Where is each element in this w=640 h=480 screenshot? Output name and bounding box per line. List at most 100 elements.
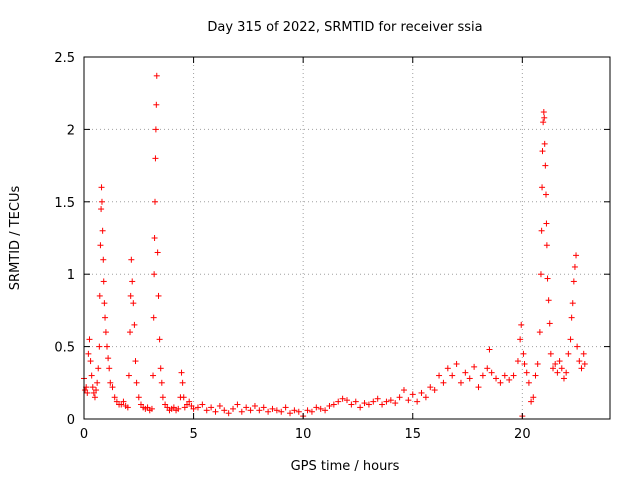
data-point — [576, 358, 583, 365]
data-point — [374, 395, 381, 402]
y-tick-label: 0.5 — [54, 341, 75, 356]
data-point — [348, 401, 355, 408]
data-point — [225, 410, 232, 417]
data-point — [457, 379, 464, 386]
data-point — [120, 398, 127, 405]
data-point — [514, 358, 521, 365]
data-point — [580, 350, 587, 357]
data-point — [357, 404, 364, 411]
data-point — [534, 360, 541, 367]
data-point — [194, 404, 201, 411]
data-point — [525, 379, 532, 386]
data-point — [94, 379, 101, 386]
data-point — [510, 372, 517, 379]
data-point — [282, 404, 289, 411]
data-point — [104, 343, 111, 350]
data-point — [91, 394, 98, 401]
data-point — [180, 394, 187, 401]
data-point — [97, 242, 104, 249]
data-point — [151, 271, 158, 278]
x-tick-label: 10 — [295, 427, 312, 442]
data-point — [106, 365, 113, 372]
data-point — [497, 379, 504, 386]
data-point — [96, 343, 103, 350]
data-point — [247, 407, 254, 414]
data-point — [127, 292, 134, 299]
data-point — [335, 398, 342, 405]
data-point — [129, 278, 136, 285]
data-point — [542, 162, 549, 169]
data-point — [520, 350, 527, 357]
data-point — [105, 355, 112, 362]
data-point — [462, 369, 469, 376]
data-point — [208, 404, 215, 411]
data-point — [251, 402, 258, 409]
chart-title: Day 315 of 2022, SRMTID for receiver ssi… — [207, 20, 482, 35]
data-point — [578, 365, 585, 372]
data-point — [392, 400, 399, 407]
data-point — [125, 372, 132, 379]
data-point — [175, 405, 182, 412]
data-point — [124, 404, 131, 411]
data-point — [453, 360, 460, 367]
data-point — [550, 365, 557, 372]
data-point — [238, 408, 245, 415]
data-point — [133, 379, 140, 386]
data-point — [178, 369, 185, 376]
data-point — [521, 360, 528, 367]
data-point — [567, 336, 574, 343]
data-point — [107, 379, 114, 386]
data-point — [352, 398, 359, 405]
data-point — [158, 379, 165, 386]
data-point — [339, 395, 346, 402]
x-tick-label: 0 — [80, 427, 88, 442]
data-point — [159, 394, 166, 401]
data-point — [569, 300, 576, 307]
data-point — [422, 394, 429, 401]
data-point — [96, 292, 103, 299]
data-point — [552, 360, 559, 367]
data-point — [130, 300, 137, 307]
data-marks — [81, 72, 588, 420]
data-point — [128, 256, 135, 263]
data-point — [431, 387, 438, 394]
data-point — [539, 148, 546, 155]
data-point — [546, 320, 553, 327]
data-point — [203, 407, 210, 414]
data-point — [152, 155, 159, 162]
data-point — [313, 404, 320, 411]
data-point — [540, 109, 547, 116]
data-point — [449, 372, 456, 379]
data-point — [127, 329, 134, 336]
data-point — [84, 389, 91, 396]
data-point — [543, 220, 550, 227]
data-point — [506, 376, 513, 383]
data-point — [148, 405, 155, 412]
data-point — [287, 410, 294, 417]
data-point — [135, 394, 142, 401]
data-point — [536, 329, 543, 336]
data-point — [543, 191, 550, 198]
data-point — [540, 119, 547, 126]
y-tick-label: 0 — [67, 413, 75, 428]
x-tick-label: 20 — [514, 427, 531, 442]
data-point — [326, 402, 333, 409]
data-point — [538, 227, 545, 234]
data-point — [547, 350, 554, 357]
data-point — [269, 405, 276, 412]
data-point — [291, 407, 298, 414]
data-point — [528, 398, 535, 405]
data-point — [317, 405, 324, 412]
data-point — [308, 408, 315, 415]
data-point — [330, 401, 337, 408]
data-point — [212, 408, 219, 415]
data-point — [109, 384, 116, 391]
data-point — [471, 363, 478, 370]
data-point — [230, 405, 237, 412]
data-point — [560, 375, 567, 382]
data-point — [295, 408, 302, 415]
data-point — [102, 329, 109, 336]
data-point — [179, 379, 186, 386]
data-point — [414, 398, 421, 405]
